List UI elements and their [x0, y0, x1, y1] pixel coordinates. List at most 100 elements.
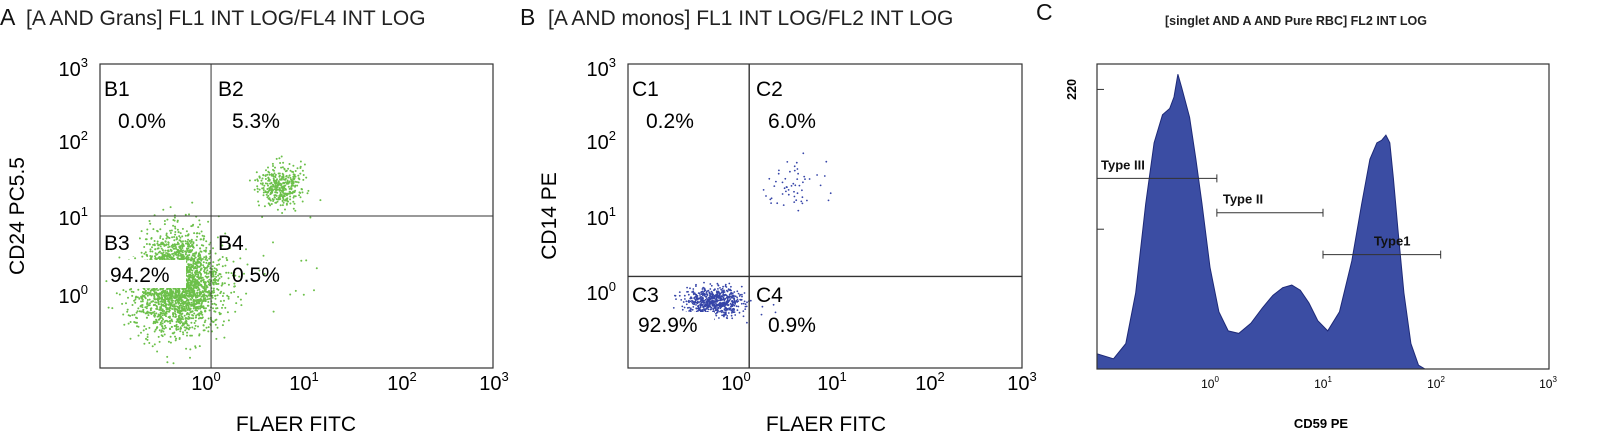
quadrant-c2-name: C2 — [756, 78, 783, 101]
scatter-point — [702, 294, 704, 297]
scatter-point — [716, 311, 718, 314]
scatter-point — [169, 232, 172, 234]
scatter-point — [196, 232, 199, 235]
scatter-point — [703, 281, 705, 284]
scatter-point — [167, 250, 170, 253]
scatter-point — [695, 304, 697, 306]
scatter-point — [706, 300, 709, 303]
scatter-point — [136, 296, 139, 299]
scatter-point — [227, 319, 230, 322]
scatter-point — [692, 290, 695, 293]
scatter-point — [175, 323, 178, 326]
scatter-point — [262, 254, 265, 257]
scatter-point — [191, 276, 194, 279]
scatter-point — [265, 191, 268, 194]
scatter-point — [724, 285, 727, 287]
scatter-point — [681, 308, 684, 311]
scatter-point — [181, 251, 184, 254]
scatter-point — [702, 300, 705, 303]
scatter-point — [282, 196, 284, 199]
scatter-point — [801, 202, 804, 205]
scatter-point — [204, 310, 207, 313]
scatter-point — [193, 232, 196, 235]
scatter-point — [198, 314, 201, 317]
scatter-point — [200, 310, 202, 313]
scatter-point — [196, 279, 199, 282]
scatter-point — [731, 308, 734, 311]
scatter-point — [215, 318, 218, 321]
scatter-point — [156, 294, 159, 297]
scatter-point — [192, 276, 195, 279]
scatter-point — [226, 294, 229, 297]
scatter-point — [269, 186, 272, 189]
scatter-point — [149, 250, 152, 253]
scatter-point — [270, 185, 273, 188]
scatter-point — [176, 219, 179, 222]
scatter-point — [267, 179, 270, 182]
scatter-point — [213, 302, 216, 305]
scatter-point — [191, 272, 194, 274]
scatter-point — [796, 178, 799, 181]
scatter-point — [148, 243, 151, 246]
scatter-point — [245, 292, 248, 295]
scatter-point — [214, 252, 217, 255]
quadrant-c3-percent: 92.9% — [638, 314, 698, 337]
scatter-point — [720, 291, 723, 294]
scatter-point — [202, 307, 205, 310]
scatter-point — [153, 298, 156, 301]
scatter-point — [175, 328, 178, 331]
scatter-point — [284, 187, 287, 190]
scatter-point — [127, 296, 129, 299]
scatter-point — [196, 271, 199, 274]
scatter-point — [206, 286, 209, 289]
scatter-point — [190, 321, 193, 324]
scatter-point — [153, 292, 156, 295]
scatter-point — [691, 308, 694, 311]
scatter-point — [161, 308, 164, 311]
scatter-point — [207, 272, 210, 275]
scatter-point — [294, 289, 297, 292]
scatter-point — [163, 333, 166, 336]
scatter-point — [181, 302, 184, 305]
scatter-point — [218, 313, 221, 316]
scatter-point — [180, 250, 183, 253]
scatter-point — [188, 295, 191, 298]
scatter-point — [156, 253, 159, 256]
scatter-point — [174, 251, 177, 254]
scatter-point — [729, 288, 732, 291]
scatter-point — [151, 246, 153, 249]
scatter-point — [701, 290, 704, 293]
scatter-point — [212, 289, 215, 292]
scatter-point — [157, 314, 160, 317]
scatter-point — [722, 285, 724, 288]
scatter-point — [256, 190, 259, 193]
scatter-point — [315, 267, 318, 270]
scatter-point — [188, 274, 191, 277]
scatter-point — [175, 236, 178, 239]
scatter-point — [739, 293, 742, 296]
scatter-point — [199, 262, 202, 265]
scatter-point — [211, 303, 214, 305]
scatter-point — [194, 286, 197, 289]
scatter-point — [150, 288, 153, 291]
scatter-point — [191, 326, 194, 329]
scatter-point — [157, 289, 159, 292]
scatter-point — [261, 187, 264, 190]
scatter-point — [198, 345, 201, 348]
scatter-point — [179, 326, 182, 329]
scatter-point — [287, 185, 290, 188]
scatter-point — [224, 306, 227, 309]
scatter-point — [169, 297, 172, 300]
scatter-point — [724, 293, 727, 296]
scatter-point — [256, 187, 259, 190]
scatter-point — [704, 293, 706, 296]
scatter-point — [196, 281, 199, 284]
scatter-point — [256, 185, 259, 188]
scatter-point — [195, 269, 198, 272]
scatter-point — [724, 304, 727, 306]
scatter-point — [206, 298, 209, 301]
panel-c-gates: Type III Type II Type1 — [1096, 157, 1442, 259]
scatter-point — [804, 178, 806, 181]
scatter-point — [147, 288, 149, 291]
scatter-point — [801, 189, 803, 192]
